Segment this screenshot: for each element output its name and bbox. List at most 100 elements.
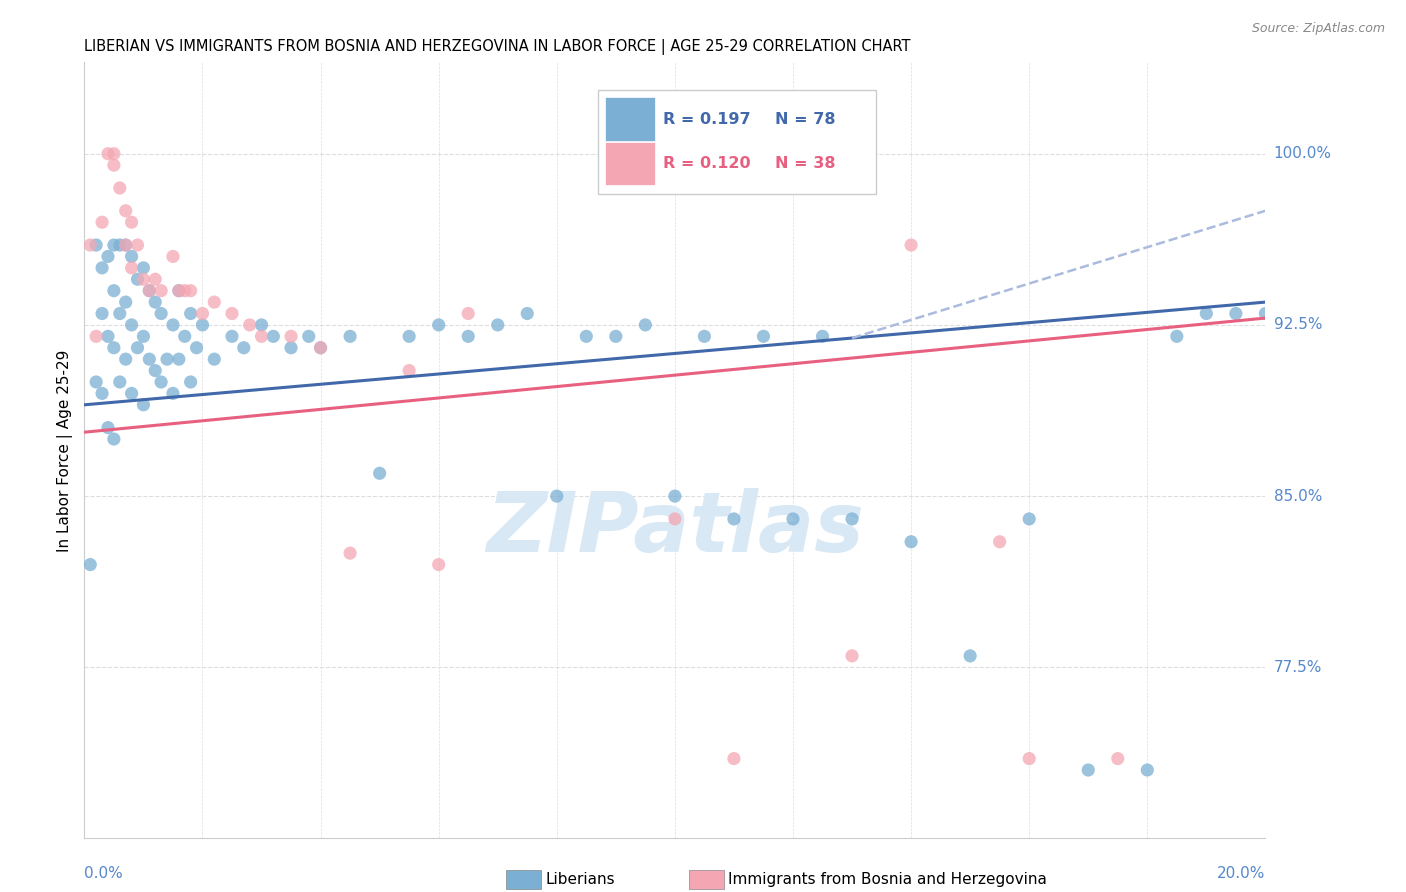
Point: [280, 329, 302, 343]
Text: R = 0.120: R = 0.120: [664, 156, 751, 171]
Point: [114, 238, 136, 252]
Point: [782, 512, 804, 526]
Point: [132, 260, 155, 275]
Point: [546, 489, 568, 503]
Point: [180, 375, 202, 389]
Point: [232, 341, 254, 355]
Point: [79, 558, 101, 572]
Point: [457, 329, 479, 343]
Point: [191, 318, 214, 332]
Point: [1195, 306, 1218, 320]
Text: 0.0%: 0.0%: [84, 866, 124, 881]
Text: R = 0.197: R = 0.197: [664, 112, 751, 127]
Point: [398, 329, 420, 343]
Point: [180, 284, 202, 298]
Point: [132, 272, 155, 286]
Point: [250, 329, 273, 343]
Point: [427, 558, 450, 572]
Point: [664, 512, 686, 526]
Point: [339, 546, 361, 560]
Point: [191, 306, 214, 320]
Text: 92.5%: 92.5%: [1274, 318, 1322, 333]
Point: [959, 648, 981, 663]
Point: [841, 648, 863, 663]
Point: [103, 158, 125, 172]
Point: [103, 238, 125, 252]
Text: N = 78: N = 78: [775, 112, 835, 127]
Point: [1136, 763, 1159, 777]
Point: [91, 215, 114, 229]
FancyBboxPatch shape: [605, 142, 655, 185]
Point: [693, 329, 716, 343]
Point: [121, 260, 143, 275]
Point: [114, 238, 136, 252]
Point: [988, 534, 1011, 549]
Point: [262, 329, 284, 343]
Point: [91, 306, 114, 320]
Point: [298, 329, 321, 343]
Point: [127, 238, 149, 252]
Point: [162, 386, 184, 401]
Point: [79, 238, 101, 252]
Point: [167, 352, 190, 367]
Point: [427, 318, 450, 332]
Point: [486, 318, 509, 332]
Text: N = 38: N = 38: [775, 156, 835, 171]
Point: [841, 512, 863, 526]
Point: [1018, 512, 1040, 526]
Point: [138, 284, 160, 298]
Point: [127, 341, 149, 355]
Point: [138, 284, 160, 298]
Point: [143, 295, 166, 310]
FancyBboxPatch shape: [598, 89, 876, 194]
Point: [162, 318, 184, 332]
Point: [97, 250, 120, 264]
Point: [150, 284, 173, 298]
Point: [180, 306, 202, 320]
Point: [811, 329, 834, 343]
Point: [91, 260, 114, 275]
Point: [103, 341, 125, 355]
Point: [132, 329, 155, 343]
Point: [103, 146, 125, 161]
Point: [127, 272, 149, 286]
Point: [752, 329, 775, 343]
Point: [103, 432, 125, 446]
Point: [91, 386, 114, 401]
Point: [150, 306, 173, 320]
Point: [173, 329, 195, 343]
Point: [457, 306, 479, 320]
Point: [114, 352, 136, 367]
Text: ZIPatlas: ZIPatlas: [486, 488, 863, 568]
Point: [186, 341, 208, 355]
Point: [634, 318, 657, 332]
Point: [138, 352, 160, 367]
FancyBboxPatch shape: [605, 97, 655, 141]
Point: [121, 250, 143, 264]
Point: [143, 363, 166, 377]
Point: [309, 341, 332, 355]
Point: [723, 751, 745, 765]
Point: [605, 329, 627, 343]
Point: [221, 329, 243, 343]
Point: [108, 375, 131, 389]
Point: [900, 238, 922, 252]
Point: [723, 512, 745, 526]
Text: Immigrants from Bosnia and Herzegovina: Immigrants from Bosnia and Herzegovina: [728, 872, 1047, 887]
Point: [1166, 329, 1188, 343]
Point: [1107, 751, 1129, 765]
Point: [202, 295, 225, 310]
Text: LIBERIAN VS IMMIGRANTS FROM BOSNIA AND HERZEGOVINA IN LABOR FORCE | AGE 25-29 CO: LIBERIAN VS IMMIGRANTS FROM BOSNIA AND H…: [84, 39, 911, 55]
Point: [132, 398, 155, 412]
Point: [239, 318, 262, 332]
Point: [84, 238, 107, 252]
Point: [121, 318, 143, 332]
Point: [398, 363, 420, 377]
Point: [250, 318, 273, 332]
Point: [108, 238, 131, 252]
Point: [1254, 306, 1277, 320]
Point: [84, 375, 107, 389]
Point: [280, 341, 302, 355]
Point: [121, 215, 143, 229]
Point: [108, 181, 131, 195]
